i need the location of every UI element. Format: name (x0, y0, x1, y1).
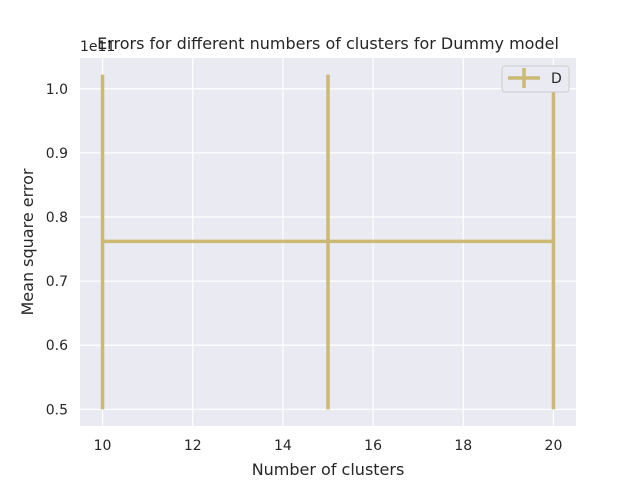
x-tick-label: 12 (184, 438, 202, 454)
x-tick-label: 18 (454, 438, 472, 454)
series-layer (100, 74, 556, 410)
legend-label: D (551, 71, 562, 87)
x-tick-label: 14 (274, 438, 292, 454)
legend: D (501, 65, 570, 93)
y-tick-label: 0.9 (46, 146, 68, 162)
y-offset-label: 1e11 (80, 39, 115, 55)
y-tick-label: 1.0 (46, 82, 68, 98)
y-tick-label: 0.6 (46, 338, 68, 354)
x-tick-labels: 10 12 14 16 18 20 (94, 438, 563, 454)
y-tick-labels: 0.5 0.6 0.7 0.8 0.9 1.0 (46, 82, 68, 419)
x-tick-label: 16 (364, 438, 382, 454)
x-tick-label: 10 (94, 438, 112, 454)
y-tick-label: 0.5 (46, 402, 68, 418)
x-axis-label: Number of clusters (252, 460, 405, 479)
y-axis-label: Mean square error (18, 168, 37, 315)
y-tick-label: 0.7 (46, 274, 68, 290)
x-tick-label: 20 (545, 438, 563, 454)
y-tick-label: 0.8 (46, 210, 68, 226)
chart-title: Errors for different numbers of clusters… (97, 34, 559, 53)
